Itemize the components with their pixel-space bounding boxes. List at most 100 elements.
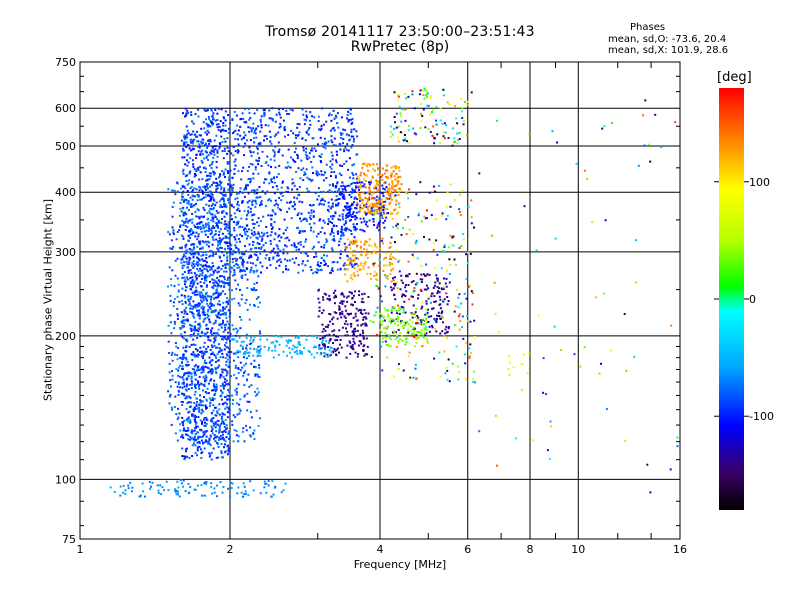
- echo-point: [326, 353, 329, 356]
- echo-point: [210, 329, 212, 332]
- echo-point: [302, 167, 305, 170]
- echo-point: [226, 259, 229, 262]
- echo-point: [237, 248, 240, 251]
- echo-point: [216, 435, 219, 438]
- echo-point: [197, 235, 200, 238]
- echo-point: [365, 213, 367, 216]
- echo-point: [241, 430, 244, 433]
- echo-point: [194, 374, 196, 377]
- echo-point: [397, 203, 400, 206]
- echo-point: [446, 214, 449, 217]
- echo-point: [219, 349, 222, 352]
- echo-point: [352, 331, 355, 334]
- echo-point: [185, 257, 188, 260]
- echo-point: [209, 359, 212, 362]
- echo-point: [204, 225, 207, 228]
- echo-point: [206, 146, 208, 149]
- echo-point: [207, 221, 210, 224]
- echo-point: [299, 352, 302, 355]
- echo-point: [192, 139, 195, 142]
- echo-point: [305, 114, 308, 117]
- echo-point: [243, 493, 246, 495]
- echo-point: [348, 258, 351, 261]
- echo-point: [303, 230, 306, 233]
- echo-point: [168, 402, 171, 405]
- echo-point: [276, 203, 279, 206]
- echo-point: [273, 181, 276, 184]
- echo-point: [216, 331, 219, 334]
- echo-point: [222, 338, 225, 341]
- echo-point: [425, 284, 428, 287]
- echo-point: [200, 299, 202, 302]
- echo-point: [223, 425, 226, 428]
- echo-point: [366, 201, 369, 204]
- echo-point: [223, 422, 226, 425]
- echo-point: [210, 213, 213, 216]
- echo-point: [296, 188, 299, 191]
- echo-point: [223, 187, 226, 190]
- echo-point: [188, 300, 191, 303]
- echo-point: [207, 245, 210, 248]
- echo-point: [212, 271, 215, 274]
- echo-point: [425, 319, 428, 322]
- echo-point: [210, 204, 213, 207]
- echo-point: [304, 217, 307, 220]
- echo-point: [386, 212, 389, 215]
- echo-point: [214, 269, 217, 272]
- echo-point: [185, 125, 188, 128]
- echo-point: [200, 352, 203, 355]
- echo-point: [390, 309, 393, 312]
- echo-point: [331, 217, 334, 220]
- echo-point: [463, 292, 466, 295]
- echo-point: [229, 495, 231, 498]
- echo-point: [210, 198, 213, 200]
- echo-point: [219, 129, 222, 132]
- echo-point: [191, 148, 194, 151]
- echo-point: [425, 288, 428, 291]
- echo-point: [196, 261, 198, 264]
- echo-point: [209, 379, 212, 382]
- echo-point: [299, 177, 302, 180]
- echo-point: [242, 145, 245, 148]
- echo-point: [443, 137, 446, 140]
- echo-point: [205, 203, 208, 206]
- echo-point: [202, 389, 204, 392]
- echo-point: [233, 250, 236, 253]
- echo-point: [373, 224, 375, 226]
- echo-point: [176, 295, 179, 298]
- echo-point: [271, 480, 274, 483]
- echo-point: [172, 229, 175, 232]
- echo-point: [206, 109, 209, 111]
- echo-point: [201, 246, 204, 249]
- echo-point: [200, 355, 203, 358]
- echo-point: [188, 263, 191, 265]
- echo-point: [200, 140, 202, 143]
- echo-point: [428, 191, 431, 194]
- echo-point: [346, 202, 349, 205]
- echo-point: [417, 331, 420, 334]
- echo-point: [218, 437, 221, 440]
- echo-point: [350, 204, 353, 207]
- echo-point: [305, 338, 308, 341]
- echo-point: [382, 195, 385, 198]
- echo-point: [232, 249, 235, 252]
- echo-point: [201, 215, 204, 218]
- echo-point: [354, 301, 356, 303]
- echo-point: [350, 292, 353, 295]
- echo-point: [341, 233, 344, 236]
- echo-point: [213, 385, 216, 388]
- echo-point: [345, 207, 348, 210]
- echo-point: [279, 249, 282, 252]
- echo-point: [326, 190, 329, 193]
- echo-point: [451, 236, 454, 239]
- echo-point: [415, 283, 417, 286]
- echo-point: [333, 311, 336, 314]
- echo-point: [362, 337, 365, 340]
- echo-point: [199, 448, 202, 451]
- echo-point: [187, 319, 190, 322]
- echo-point: [308, 156, 311, 159]
- echo-point: [399, 320, 402, 323]
- echo-point: [212, 170, 215, 173]
- echo-point: [405, 341, 408, 344]
- echo-point: [360, 309, 363, 312]
